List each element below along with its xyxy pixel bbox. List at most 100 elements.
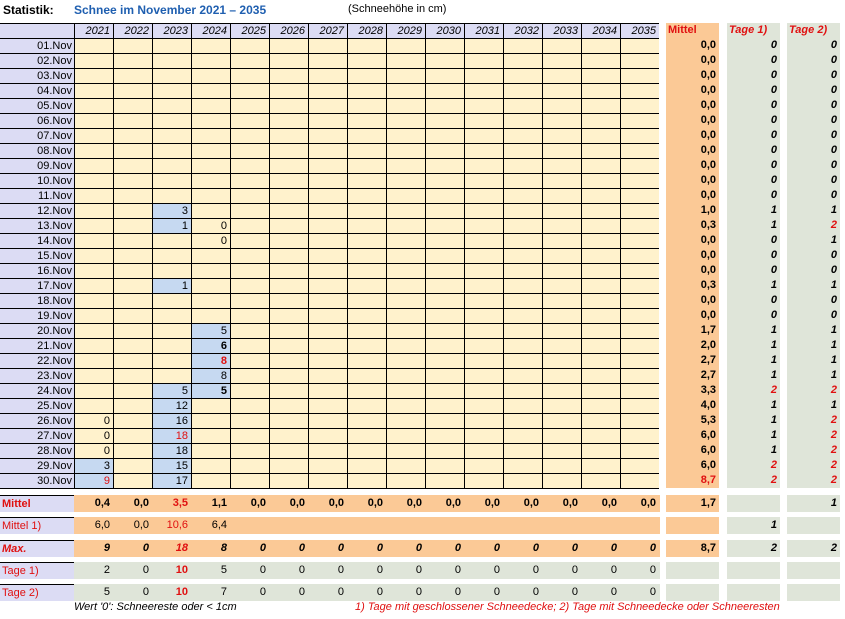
empty-cell	[152, 173, 191, 188]
day-tage2: 0	[787, 98, 840, 113]
day-label: 09.Nov	[0, 158, 74, 173]
empty-cell	[464, 473, 503, 488]
summary-tage2: 1	[787, 495, 840, 512]
empty-cell	[347, 53, 386, 68]
empty-cell	[308, 383, 347, 398]
empty-cell	[581, 233, 620, 248]
empty-cell	[113, 158, 152, 173]
empty-cell	[620, 293, 659, 308]
empty-cell	[542, 98, 581, 113]
day-tage1: 0	[727, 68, 780, 83]
mittel-header: Mittel	[666, 23, 719, 38]
empty-cell	[542, 53, 581, 68]
empty-cell	[230, 368, 269, 383]
summary-value: 0	[259, 542, 266, 554]
day-label: 23.Nov	[0, 368, 74, 383]
empty-cell	[269, 443, 308, 458]
empty-cell	[464, 263, 503, 278]
summary-value: 0	[454, 564, 461, 576]
empty-cell	[308, 98, 347, 113]
empty-cell	[425, 158, 464, 173]
summary-value: 0,0	[406, 497, 422, 509]
day-tage1: 0	[727, 53, 780, 68]
year-header: 2026	[269, 23, 308, 38]
empty-cell	[269, 128, 308, 143]
empty-cell	[503, 398, 542, 413]
summary-value: 5	[220, 564, 227, 576]
empty-cell	[464, 188, 503, 203]
day-mittel: 2,7	[666, 353, 719, 368]
empty-cell	[542, 308, 581, 323]
day-label: 17.Nov	[0, 278, 74, 293]
snow-value: 0	[191, 233, 230, 248]
empty-cell	[503, 98, 542, 113]
page-title: Schnee im November 2021 – 2035	[74, 3, 267, 17]
empty-cell	[503, 473, 542, 488]
empty-cell	[425, 173, 464, 188]
day-label: 03.Nov	[0, 68, 74, 83]
day-tage2: 0	[787, 113, 840, 128]
empty-cell	[620, 68, 659, 83]
day-tage1: 1	[727, 278, 780, 293]
year-header: 2024	[191, 23, 230, 38]
year-header: 2025	[230, 23, 269, 38]
summary-label-mittel1: Mittel 1)	[0, 517, 74, 534]
empty-cell	[308, 458, 347, 473]
empty-cell	[581, 83, 620, 98]
empty-cell	[74, 203, 113, 218]
empty-cell	[386, 128, 425, 143]
empty-cell	[464, 413, 503, 428]
snow-value: 5	[191, 383, 230, 398]
empty-cell	[308, 323, 347, 338]
empty-cell	[386, 308, 425, 323]
day-label: 26.Nov	[0, 413, 74, 428]
empty-cell	[113, 188, 152, 203]
empty-cell	[464, 428, 503, 443]
day-tage2: 0	[787, 38, 840, 53]
empty-cell	[425, 473, 464, 488]
empty-cell	[269, 458, 308, 473]
empty-cell	[269, 218, 308, 233]
summary-value: 0,0	[562, 497, 578, 509]
snow-value: 15	[152, 458, 191, 473]
empty-cell	[152, 248, 191, 263]
snow-value: 3	[74, 458, 113, 473]
empty-cell	[347, 338, 386, 353]
empty-cell	[620, 383, 659, 398]
day-tage2: 1	[787, 338, 840, 353]
empty-cell	[347, 353, 386, 368]
summary-value: 6,0	[94, 519, 110, 531]
empty-cell	[308, 218, 347, 233]
empty-cell	[581, 248, 620, 263]
empty-cell	[191, 308, 230, 323]
empty-cell	[425, 38, 464, 53]
empty-cell	[74, 68, 113, 83]
empty-cell	[503, 233, 542, 248]
empty-cell	[425, 143, 464, 158]
empty-cell	[464, 338, 503, 353]
day-mittel: 0,0	[666, 143, 719, 158]
summary-value: 0,0	[133, 519, 149, 531]
day-tage2: 0	[787, 143, 840, 158]
empty-cell	[542, 398, 581, 413]
summary-value: 0,0	[250, 497, 266, 509]
empty-cell	[308, 428, 347, 443]
empty-cell	[230, 383, 269, 398]
empty-cell	[152, 338, 191, 353]
empty-cell	[269, 83, 308, 98]
empty-cell	[464, 368, 503, 383]
empty-cell	[191, 428, 230, 443]
summary-value: 0	[142, 542, 149, 554]
day-mittel: 6,0	[666, 443, 719, 458]
empty-cell	[230, 158, 269, 173]
empty-cell	[620, 323, 659, 338]
empty-cell	[581, 158, 620, 173]
empty-cell	[230, 428, 269, 443]
empty-cell	[269, 143, 308, 158]
empty-cell	[386, 68, 425, 83]
empty-cell	[425, 128, 464, 143]
day-label: 29.Nov	[0, 458, 74, 473]
year-header: 2023	[152, 23, 191, 38]
day-label: 10.Nov	[0, 173, 74, 188]
empty-cell	[230, 143, 269, 158]
